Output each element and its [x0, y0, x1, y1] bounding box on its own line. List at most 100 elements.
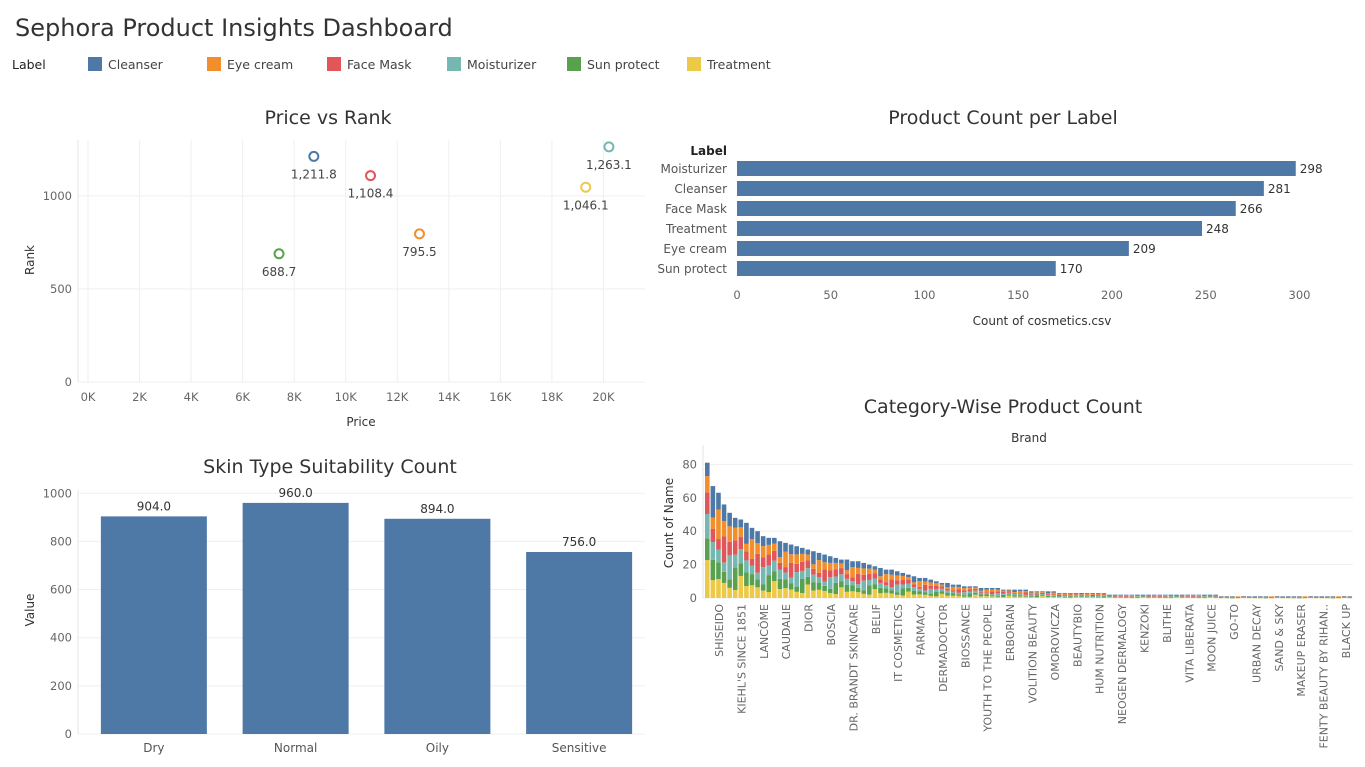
- scatter-point: [580, 181, 592, 193]
- stacked-segment: [816, 589, 822, 598]
- stacked-segment: [1140, 594, 1146, 596]
- bar: [384, 518, 491, 734]
- stacked-segment: [861, 562, 866, 569]
- scatter-point: [308, 150, 320, 162]
- stacked-segment: [1034, 595, 1040, 598]
- stacked-segment: [783, 572, 788, 580]
- stacked-segment: [721, 582, 727, 598]
- stacked-segment: [772, 537, 777, 544]
- stacked-segment: [1073, 592, 1079, 594]
- stacked-segment: [934, 591, 939, 597]
- stacked-segment: [1017, 596, 1023, 598]
- stacked-segment: [1101, 596, 1107, 598]
- stacked-segment: [1291, 596, 1297, 597]
- stacked-segment: [1302, 597, 1308, 599]
- stacked-segment: [1135, 596, 1140, 597]
- product-count-per-label-chart[interactable]: Product Count per Label Label Count of c…: [655, 100, 1355, 340]
- stacked-segment: [967, 589, 973, 592]
- stacked-segment: [811, 582, 816, 591]
- stacked-segment: [1012, 589, 1017, 592]
- stacked-segment: [716, 562, 721, 580]
- stacked-segment: [794, 554, 799, 564]
- stacked-segment: [855, 584, 861, 588]
- stacked-segment: [1213, 596, 1218, 597]
- scatter-point: [413, 228, 425, 240]
- data-label: 960.0: [278, 486, 312, 500]
- stacked-segment: [861, 574, 866, 581]
- stacked-segment: [1107, 596, 1112, 598]
- stacked-segment: [1123, 596, 1129, 598]
- brand-header: Brand: [1011, 431, 1047, 445]
- legend-swatch-eye-cream: [207, 57, 221, 71]
- stacked-segment: [1263, 597, 1269, 598]
- stacked-segment: [755, 572, 760, 580]
- stacked-segment: [1297, 596, 1302, 598]
- stacked-segment: [922, 592, 928, 595]
- stacked-segment: [1341, 597, 1347, 599]
- data-label: 248: [1206, 222, 1229, 236]
- stacked-segment: [839, 559, 844, 564]
- stacked-segment: [1045, 593, 1051, 594]
- stacked-segment: [1269, 597, 1274, 598]
- stacked-segment: [1118, 595, 1123, 597]
- stacked-segment: [917, 577, 922, 582]
- x-category-label: Dry: [143, 741, 164, 755]
- stacked-segment: [1308, 596, 1313, 597]
- y-tick-label: 200: [50, 679, 72, 693]
- stacked-segment: [1297, 597, 1302, 599]
- stacked-segment: [922, 594, 928, 598]
- stacked-segment: [766, 575, 772, 592]
- stacked-segment: [850, 561, 855, 568]
- category-wise-product-count-chart[interactable]: Category-Wise Product Count Brand Count …: [655, 390, 1355, 767]
- stacked-segment: [1151, 596, 1157, 598]
- stacked-segment: [1017, 590, 1023, 594]
- stacked-segment: [827, 570, 833, 578]
- stacked-segment: [1230, 597, 1235, 599]
- stacked-segment: [1107, 596, 1112, 598]
- stacked-segment: [744, 543, 749, 552]
- stacked-segment: [900, 595, 906, 598]
- stacked-segment: [1163, 596, 1168, 598]
- y-tick-label: 400: [50, 631, 72, 645]
- stacked-segment: [956, 586, 961, 590]
- skin-type-suitability-chart[interactable]: Skin Type Suitability Count Value 0 200 40…: [0, 450, 660, 767]
- y-axis-label: Value: [23, 594, 37, 627]
- stacked-segment: [1146, 595, 1151, 597]
- stacked-segment: [867, 585, 872, 595]
- stacked-segment: [995, 596, 1001, 598]
- stacked-segment: [1079, 594, 1084, 595]
- stacked-segment: [1012, 591, 1017, 593]
- stacked-segment: [973, 587, 978, 589]
- stacked-segment: [1168, 596, 1174, 597]
- stacked-segment: [1023, 594, 1028, 596]
- stacked-segment: [1157, 595, 1163, 597]
- stacked-segment: [850, 591, 855, 598]
- stacked-segment: [1118, 596, 1123, 597]
- stacked-segment: [738, 563, 744, 576]
- stacked-segment: [1107, 594, 1112, 596]
- stacked-segment: [1308, 597, 1313, 599]
- x-tick-label: 16K: [489, 390, 512, 404]
- stacked-segment: [794, 546, 799, 555]
- stacked-segment: [889, 574, 894, 580]
- stacked-segment: [961, 596, 967, 598]
- stacked-segment: [1302, 596, 1308, 597]
- stacked-segment: [716, 579, 721, 598]
- legend-swatch-sun-protect: [567, 57, 581, 71]
- stacked-segment: [1001, 590, 1006, 592]
- stacked-segment: [1202, 596, 1207, 598]
- stacked-segment: [1006, 589, 1012, 591]
- stacked-segment: [772, 571, 777, 582]
- stacked-segment: [1079, 595, 1084, 597]
- x-tick-label: GO-TO: [1228, 604, 1241, 640]
- price-vs-rank-chart[interactable]: Price vs Rank Price Rank 0K 2K 4K 6K 8K 10K 12…: [0, 100, 660, 440]
- stacked-segment: [1185, 594, 1190, 596]
- stacked-segment: [1096, 597, 1101, 598]
- stacked-segment: [1313, 597, 1319, 598]
- stacked-segment: [900, 572, 906, 576]
- x-tick-label: BIOSSANCE: [959, 604, 972, 668]
- y-category-label: Eye cream: [663, 242, 727, 256]
- y-axis-label: Count of Name: [662, 478, 676, 568]
- stacked-segment: [1045, 594, 1051, 596]
- stacked-segment: [1274, 597, 1280, 598]
